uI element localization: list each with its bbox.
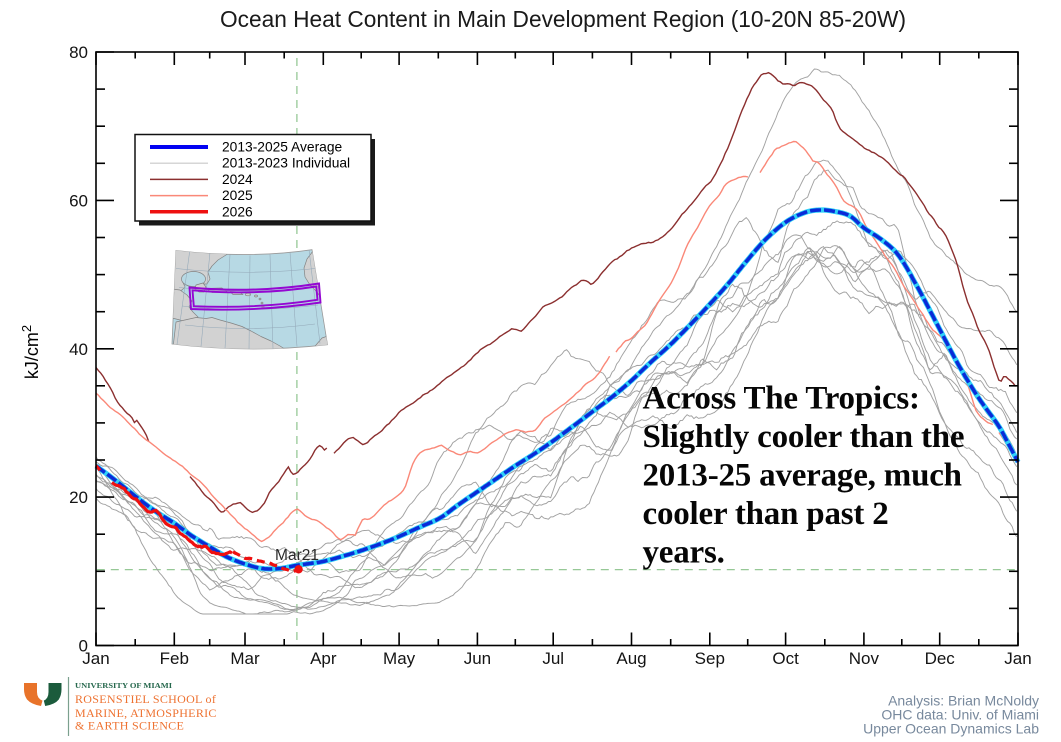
svg-text:Mar21: Mar21 xyxy=(275,547,319,564)
svg-text:years.: years. xyxy=(643,535,725,571)
svg-text:2013-25 average, much: 2013-25 average, much xyxy=(643,458,962,494)
svg-text:Mar: Mar xyxy=(230,649,260,668)
svg-text:2013-2023 Individual: 2013-2023 Individual xyxy=(222,156,350,171)
svg-text:Upper Ocean Dynamics Lab: Upper Ocean Dynamics Lab xyxy=(863,721,1039,737)
svg-text:Dec: Dec xyxy=(925,649,956,668)
svg-text:Jul: Jul xyxy=(542,649,564,668)
svg-text:Nov: Nov xyxy=(849,649,880,668)
svg-text:Sep: Sep xyxy=(695,649,725,668)
svg-text:cooler than past 2: cooler than past 2 xyxy=(643,496,889,532)
svg-text:40: 40 xyxy=(69,340,88,359)
svg-text:0: 0 xyxy=(79,637,88,656)
svg-text:Apr: Apr xyxy=(310,649,337,668)
svg-text:MARINE, ATMOSPHERIC: MARINE, ATMOSPHERIC xyxy=(75,706,217,720)
svg-text:May: May xyxy=(383,649,416,668)
svg-text:2024: 2024 xyxy=(222,172,253,187)
svg-text:kJ/cm2: kJ/cm2 xyxy=(19,325,42,379)
svg-text:20: 20 xyxy=(69,488,88,507)
svg-text:Across The Tropics:: Across The Tropics: xyxy=(643,381,920,417)
svg-text:Ocean Heat Content in Main Dev: Ocean Heat Content in Main Development R… xyxy=(220,6,906,32)
svg-text:UNIVERSITY OF MIAMI: UNIVERSITY OF MIAMI xyxy=(75,681,172,690)
svg-text:2026: 2026 xyxy=(222,204,253,219)
svg-text:Jan: Jan xyxy=(1004,649,1031,668)
svg-text:2013-2025 Average: 2013-2025 Average xyxy=(222,140,343,155)
svg-text:Slightly cooler than the: Slightly cooler than the xyxy=(643,419,965,455)
svg-text:ROSENSTIEL SCHOOL of: ROSENSTIEL SCHOOL of xyxy=(75,692,216,706)
svg-text:60: 60 xyxy=(69,191,88,210)
svg-text:80: 80 xyxy=(69,43,88,62)
svg-text:OHC data: Univ. of Miami: OHC data: Univ. of Miami xyxy=(881,707,1039,723)
svg-text:& EARTH SCIENCE: & EARTH SCIENCE xyxy=(75,719,184,733)
svg-text:Feb: Feb xyxy=(160,649,189,668)
svg-text:Jun: Jun xyxy=(464,649,491,668)
svg-text:Analysis: Brian McNoldy: Analysis: Brian McNoldy xyxy=(888,693,1039,709)
svg-text:2025: 2025 xyxy=(222,188,253,203)
svg-text:Aug: Aug xyxy=(616,649,646,668)
svg-text:Jan: Jan xyxy=(82,649,109,668)
svg-text:Oct: Oct xyxy=(772,649,799,668)
